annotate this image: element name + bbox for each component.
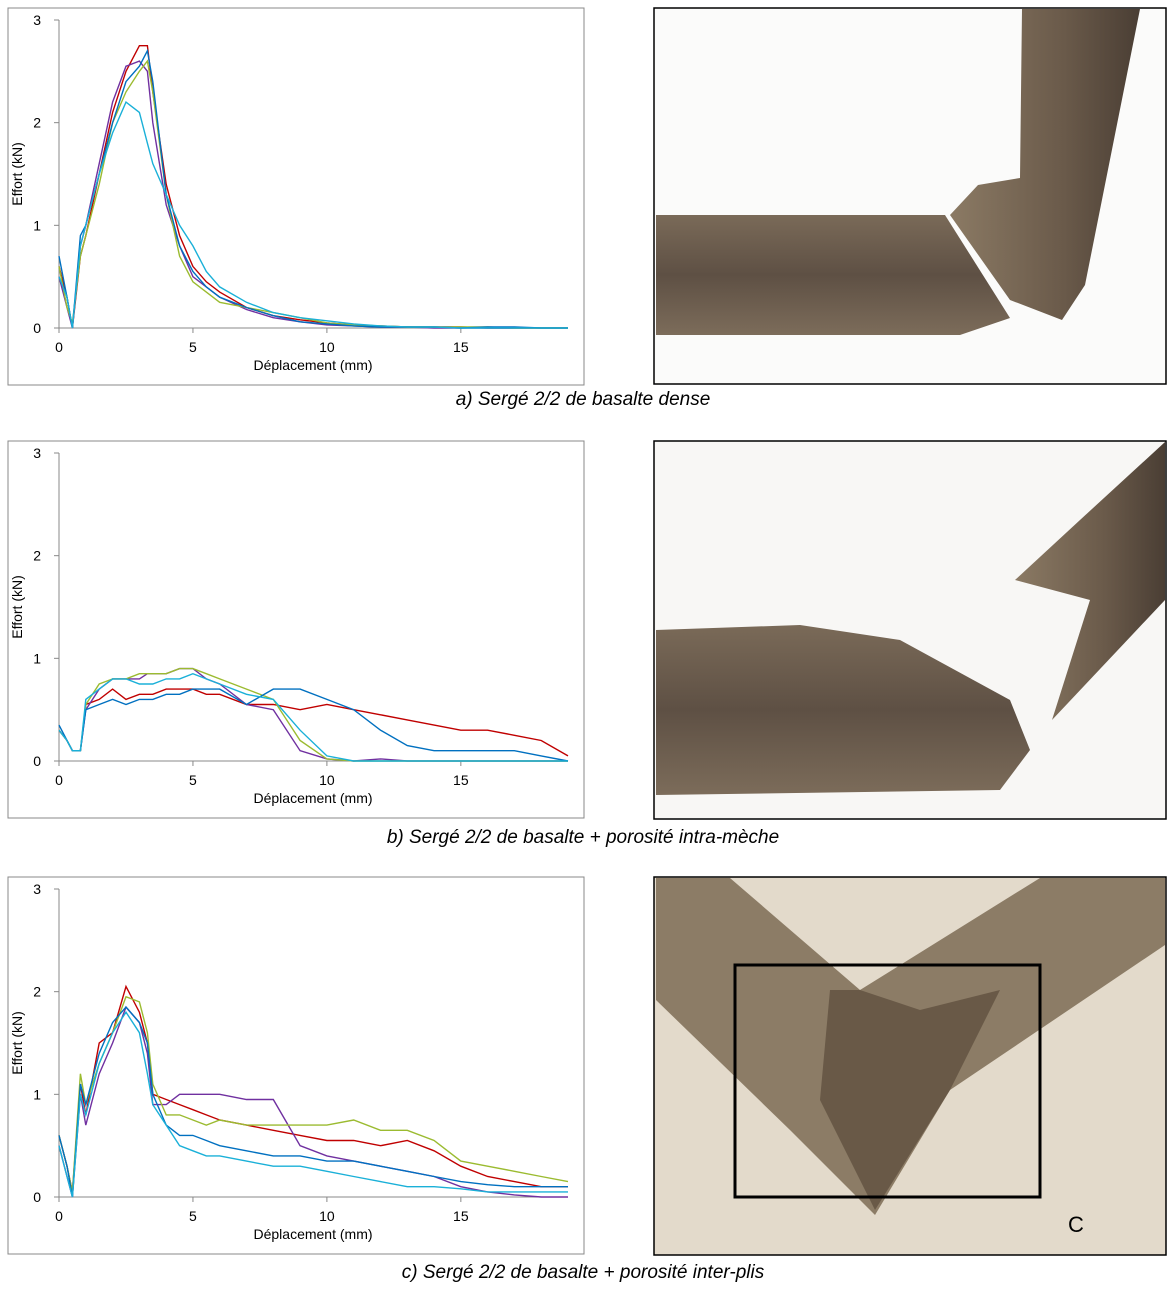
series-line <box>58 688 569 757</box>
series-line <box>58 984 568 1193</box>
y-tick-label: 0 <box>33 753 41 769</box>
y-tick-label: 0 <box>33 1189 41 1205</box>
x-tick-label: 5 <box>189 339 197 355</box>
chart: 0 1 2 3 0 5 10 15 Déplacement (mm) Effort (kN) <box>7 876 585 1255</box>
photo-a <box>653 7 1167 385</box>
chart: 0 1 2 3 0 5 10 15 Déplacement (mm) Effort (kN) <box>7 7 585 386</box>
x-tick-label: 10 <box>319 339 335 355</box>
chart: 0 1 2 3 0 5 10 15 Déplacement (mm) Effort (kN) <box>7 440 585 819</box>
series-line <box>58 995 569 1193</box>
series-line <box>58 1006 568 1198</box>
y-axis-label: Effort (kN) <box>9 1011 25 1075</box>
y-tick-label: 0 <box>33 320 41 336</box>
series-line <box>58 688 569 762</box>
series-line <box>58 672 568 762</box>
y-tick-label: 2 <box>33 115 41 131</box>
x-tick-label: 0 <box>55 772 63 788</box>
y-axis-label: Effort (kN) <box>9 575 25 639</box>
x-tick-label: 15 <box>453 772 469 788</box>
x-tick-label: 5 <box>189 772 197 788</box>
chart-frame <box>7 876 585 1255</box>
x-tick-label: 15 <box>453 1208 469 1224</box>
y-tick-label: 1 <box>33 1086 41 1102</box>
y-tick-label: 2 <box>33 984 41 1000</box>
x-tick-label: 0 <box>55 1208 63 1224</box>
x-axis-label: Déplacement (mm) <box>253 357 372 373</box>
caption: b) Sergé 2/2 de basalte + porosité intra… <box>387 827 779 848</box>
y-tick-label: 1 <box>33 217 41 233</box>
caption: c) Sergé 2/2 de basalte + porosité inter… <box>402 1262 765 1283</box>
photo-c: C <box>653 876 1167 1256</box>
y-tick-label: 3 <box>33 12 41 28</box>
photo-b <box>653 440 1167 820</box>
y-tick-label: 3 <box>33 881 41 897</box>
x-tick-label: 10 <box>319 772 335 788</box>
y-tick-label: 1 <box>33 650 41 666</box>
y-axis-label: Effort (kN) <box>9 142 25 206</box>
series-line <box>58 1005 568 1198</box>
x-axis-label: Déplacement (mm) <box>253 790 372 806</box>
series-line <box>58 100 568 329</box>
inset-label: C <box>1068 1212 1084 1237</box>
caption: a) Sergé 2/2 de basalte dense <box>456 389 711 410</box>
x-tick-label: 5 <box>189 1208 197 1224</box>
x-tick-label: 15 <box>453 339 469 355</box>
x-tick-label: 0 <box>55 339 63 355</box>
chart-frame <box>7 440 585 819</box>
x-axis-label: Déplacement (mm) <box>253 1226 372 1242</box>
y-tick-label: 2 <box>33 548 41 564</box>
y-tick-label: 3 <box>33 445 41 461</box>
series-line <box>58 1010 568 1198</box>
x-tick-label: 10 <box>319 1208 335 1224</box>
chart-frame <box>7 7 585 386</box>
